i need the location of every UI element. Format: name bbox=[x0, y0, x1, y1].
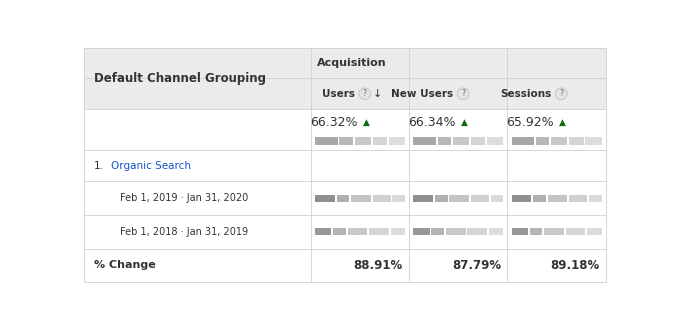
Text: 88.91%: 88.91% bbox=[354, 259, 403, 272]
Bar bbox=[507, 249, 606, 282]
Text: Users: Users bbox=[322, 89, 355, 99]
Text: ?: ? bbox=[363, 89, 367, 98]
Bar bbox=[511, 195, 532, 202]
Bar bbox=[413, 137, 436, 145]
Bar bbox=[511, 137, 534, 145]
Text: 87.79%: 87.79% bbox=[452, 259, 501, 272]
Bar bbox=[391, 228, 405, 236]
Text: Feb 1, 2019 · Jan 31, 2020: Feb 1, 2019 · Jan 31, 2020 bbox=[120, 193, 248, 203]
Bar bbox=[587, 228, 602, 236]
Bar bbox=[84, 249, 311, 282]
Bar bbox=[533, 195, 546, 202]
Text: 89.18%: 89.18% bbox=[551, 259, 600, 272]
Bar bbox=[471, 195, 489, 202]
Bar bbox=[315, 137, 338, 145]
Bar bbox=[389, 137, 405, 145]
Bar bbox=[84, 215, 311, 249]
Bar bbox=[586, 137, 602, 145]
Bar bbox=[84, 150, 606, 181]
Bar bbox=[507, 181, 606, 215]
Bar bbox=[491, 195, 503, 202]
Bar bbox=[311, 249, 409, 282]
Bar bbox=[453, 137, 469, 145]
Bar bbox=[315, 228, 331, 236]
Bar bbox=[446, 228, 466, 236]
Bar bbox=[437, 137, 451, 145]
Bar bbox=[373, 195, 391, 202]
Bar bbox=[489, 228, 503, 236]
Bar bbox=[511, 228, 528, 236]
Bar bbox=[311, 215, 409, 249]
Bar bbox=[471, 137, 485, 145]
Bar bbox=[450, 195, 469, 202]
Bar bbox=[373, 137, 387, 145]
Text: Acquisition: Acquisition bbox=[317, 58, 387, 68]
Bar bbox=[311, 78, 409, 109]
Bar bbox=[435, 195, 448, 202]
Bar bbox=[339, 137, 353, 145]
Bar bbox=[409, 181, 507, 215]
Bar bbox=[507, 215, 606, 249]
Bar bbox=[467, 228, 487, 236]
Bar bbox=[351, 195, 371, 202]
Bar bbox=[413, 228, 429, 236]
Bar bbox=[507, 109, 606, 150]
Bar bbox=[315, 195, 335, 202]
Bar bbox=[409, 215, 507, 249]
Text: Organic Search: Organic Search bbox=[111, 161, 191, 171]
Bar bbox=[392, 195, 405, 202]
Bar bbox=[569, 195, 587, 202]
Text: 65.92%: 65.92% bbox=[506, 116, 554, 129]
Bar bbox=[311, 181, 409, 215]
Bar bbox=[431, 228, 444, 236]
Text: New Users: New Users bbox=[391, 89, 453, 99]
Text: Sessions: Sessions bbox=[500, 89, 551, 99]
Bar bbox=[487, 137, 503, 145]
Bar bbox=[84, 109, 311, 150]
Bar bbox=[551, 137, 567, 145]
Bar bbox=[311, 48, 606, 78]
Bar bbox=[409, 109, 507, 150]
Text: 1.: 1. bbox=[94, 161, 104, 171]
Bar bbox=[507, 78, 606, 109]
Bar bbox=[84, 48, 311, 78]
Bar bbox=[347, 228, 367, 236]
Text: 66.32%: 66.32% bbox=[310, 116, 357, 129]
Text: ▲: ▲ bbox=[363, 118, 370, 127]
Bar bbox=[84, 181, 311, 215]
Bar bbox=[369, 228, 389, 236]
Bar bbox=[413, 195, 433, 202]
Bar bbox=[336, 195, 349, 202]
Bar bbox=[84, 78, 311, 109]
Bar bbox=[530, 228, 542, 236]
Bar bbox=[409, 78, 507, 109]
Text: 66.34%: 66.34% bbox=[409, 116, 456, 129]
Text: % Change: % Change bbox=[94, 260, 155, 270]
Bar bbox=[311, 109, 409, 150]
Text: ↓: ↓ bbox=[373, 89, 382, 99]
Bar bbox=[589, 195, 602, 202]
Text: ?: ? bbox=[461, 89, 465, 98]
Text: ▲: ▲ bbox=[461, 118, 468, 127]
Bar bbox=[355, 137, 371, 145]
Text: ?: ? bbox=[559, 89, 563, 98]
Bar bbox=[333, 228, 346, 236]
Bar bbox=[548, 195, 567, 202]
Text: ▲: ▲ bbox=[559, 118, 566, 127]
Bar bbox=[536, 137, 549, 145]
Bar bbox=[544, 228, 564, 236]
Bar bbox=[565, 228, 586, 236]
Text: Feb 1, 2018 · Jan 31, 2019: Feb 1, 2018 · Jan 31, 2019 bbox=[120, 227, 248, 237]
Bar bbox=[409, 249, 507, 282]
Text: Default Channel Grouping: Default Channel Grouping bbox=[94, 72, 266, 85]
Bar bbox=[569, 137, 583, 145]
